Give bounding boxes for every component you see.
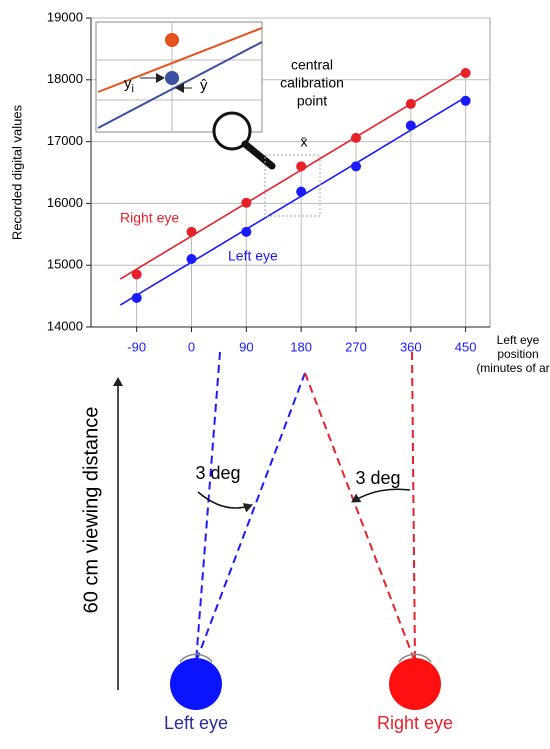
left-eye bbox=[170, 658, 222, 710]
point bbox=[131, 292, 142, 303]
x-tick-label: 180 bbox=[290, 339, 312, 354]
fit-line bbox=[119, 96, 467, 306]
left-sight-line bbox=[195, 372, 306, 663]
right-sight-line bbox=[411, 351, 416, 663]
x-axis-label: Left eye bbox=[497, 333, 540, 347]
left-sight-line bbox=[195, 351, 221, 663]
point bbox=[186, 254, 197, 265]
inset: yi ŷ bbox=[95, 21, 263, 133]
x-axis-label: (minutes of arc) bbox=[476, 361, 550, 375]
annotation: x̄ bbox=[301, 134, 308, 150]
point bbox=[296, 161, 307, 172]
x-tick-label: 270 bbox=[345, 339, 367, 354]
right-sight-line bbox=[304, 372, 416, 663]
y-tick-label: 16000 bbox=[47, 195, 83, 210]
right-eye bbox=[389, 658, 441, 710]
angle-arc bbox=[351, 488, 411, 503]
series-label: Right eye bbox=[120, 210, 179, 226]
point bbox=[186, 226, 197, 237]
zoom-box bbox=[264, 154, 321, 217]
y-tick-label: 19000 bbox=[47, 9, 83, 24]
x-tick-label: 90 bbox=[239, 339, 253, 354]
left-eye-label: Left eye bbox=[164, 713, 228, 733]
x-tick-label: -90 bbox=[127, 339, 146, 354]
point bbox=[350, 132, 361, 143]
x-tick-label: 450 bbox=[455, 339, 477, 354]
angle-label: 3 deg bbox=[195, 463, 240, 483]
handle bbox=[241, 140, 276, 170]
point bbox=[405, 120, 416, 131]
point bbox=[241, 197, 252, 208]
x-tick-label: 360 bbox=[400, 339, 422, 354]
angle-arc bbox=[197, 491, 253, 513]
eye-lid bbox=[179, 653, 213, 663]
series-label: Left eye bbox=[228, 248, 278, 264]
inset-dot bbox=[165, 33, 179, 47]
inset-label: ŷ bbox=[200, 77, 208, 94]
x-axis-label: position bbox=[497, 347, 538, 361]
point bbox=[460, 68, 471, 79]
point bbox=[460, 95, 471, 106]
y-tick-label: 15000 bbox=[47, 257, 83, 272]
y-tick-label: 18000 bbox=[47, 71, 83, 86]
magnifier bbox=[212, 111, 321, 217]
plot: 14000 15000 16000 17000 18000 19000 -90 0 90 180 2… bbox=[9, 9, 550, 375]
y-tick-label: 17000 bbox=[47, 133, 83, 148]
y-tick-label: 14000 bbox=[47, 318, 83, 333]
inset-label: yi bbox=[124, 75, 134, 95]
inset-dot bbox=[165, 71, 179, 85]
point bbox=[405, 98, 416, 109]
point bbox=[350, 161, 361, 172]
right-eye-label: Right eye bbox=[377, 713, 453, 733]
y-i-sub: i bbox=[132, 83, 134, 95]
annotation: calibration bbox=[280, 75, 344, 91]
distance-label: 60 cm viewing distance bbox=[80, 407, 102, 614]
x-tick-label: 0 bbox=[188, 339, 195, 354]
point bbox=[296, 186, 307, 197]
annotation: central bbox=[291, 57, 333, 73]
lens bbox=[212, 111, 252, 151]
point bbox=[131, 269, 142, 280]
angle-label: 3 deg bbox=[355, 468, 400, 488]
y-i: y bbox=[124, 75, 132, 92]
point bbox=[241, 226, 252, 237]
annotation: point bbox=[297, 93, 327, 109]
inset-line bbox=[97, 27, 263, 93]
eye-lid bbox=[398, 653, 432, 663]
y-axis-label: Recorded digital values bbox=[9, 104, 24, 240]
